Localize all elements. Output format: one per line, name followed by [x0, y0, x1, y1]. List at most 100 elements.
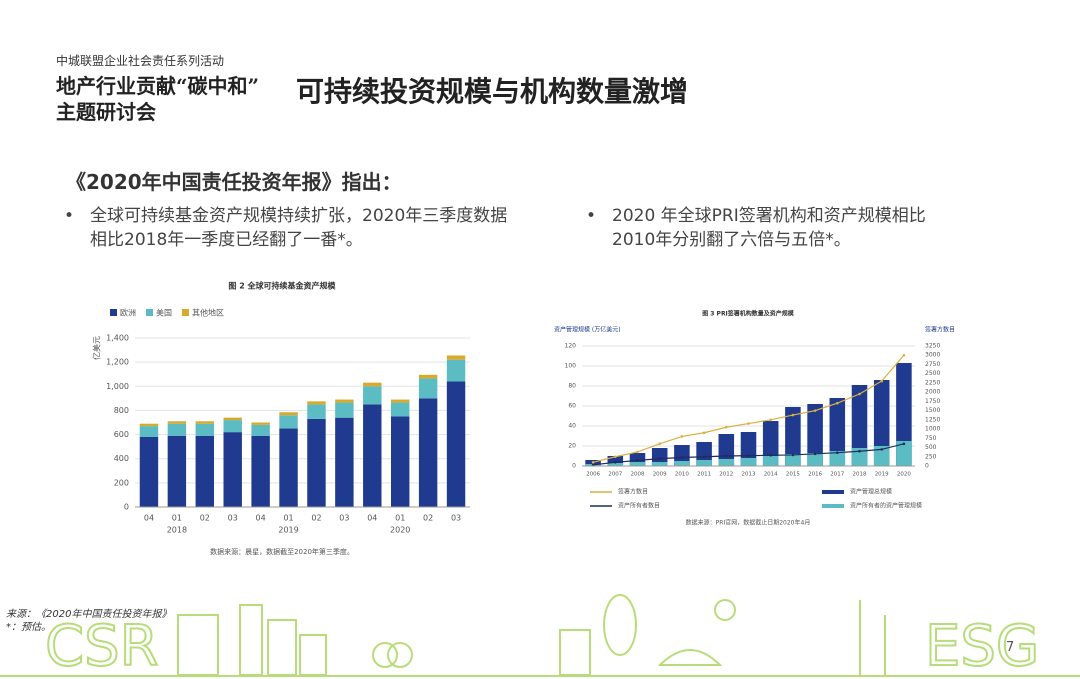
- y2-axis-label: 签署方数目: [925, 326, 955, 334]
- y2-tick-label: 2250: [925, 379, 940, 386]
- bullet: 2020 年全球PRI签署机构和资产规模相比2010年分别翻了六倍与五倍*。: [612, 206, 926, 250]
- bar: [195, 421, 215, 424]
- bar: [390, 416, 410, 507]
- bar: [139, 423, 159, 427]
- x-tick-label: 2010: [675, 472, 689, 478]
- decor: [0, 594, 1080, 677]
- point: [725, 425, 728, 429]
- x-tick-label: 04: [367, 514, 377, 523]
- point: [725, 454, 728, 458]
- x-group-label: 2020: [390, 526, 410, 535]
- bar: [718, 459, 735, 466]
- point: [858, 392, 861, 396]
- bar: [740, 432, 757, 466]
- bar: [363, 386, 382, 405]
- bar: [363, 382, 382, 387]
- y-tick-label: 120: [565, 343, 577, 350]
- bullet-dot: •: [64, 206, 75, 226]
- point: [680, 435, 684, 438]
- x-tick-label: 2007: [608, 472, 622, 478]
- x-tick-label: 2020: [897, 472, 911, 478]
- bar: [363, 404, 382, 507]
- y-tick-label: 1,200: [106, 358, 129, 367]
- y2-tick-label: 2750: [925, 361, 940, 368]
- x-tick-label: 04: [256, 514, 266, 523]
- y-axis-label: 资产管理规模 (万亿美元): [554, 326, 621, 334]
- bar: [607, 456, 624, 466]
- point: [747, 454, 750, 457]
- y-tick-label: 600: [114, 430, 129, 439]
- point: [813, 409, 817, 412]
- bar: [762, 456, 779, 466]
- point: [614, 461, 617, 464]
- org: 中城联盟企业社会责任系列活动: [56, 54, 225, 68]
- point: [658, 442, 661, 446]
- bar: [335, 399, 354, 403]
- bar: [629, 462, 646, 466]
- point: [614, 455, 617, 459]
- legend-swatch: [182, 309, 189, 316]
- x-tick-label: 03: [451, 514, 461, 523]
- bar: [390, 399, 410, 403]
- y2-tick-label: 1000: [925, 426, 940, 433]
- y2-tick-label: 500: [925, 444, 937, 451]
- point: [658, 457, 661, 460]
- x-tick-label: 2009: [653, 472, 667, 478]
- bar: [390, 402, 410, 417]
- bar: [873, 446, 890, 466]
- decor-text: CSR: [45, 614, 159, 679]
- event: 主题研讨会: [56, 100, 156, 124]
- y-tick-label: 0: [572, 463, 576, 470]
- legend-swatch: [146, 309, 153, 316]
- legend-label: 签署方数目: [618, 488, 648, 496]
- bar: [335, 402, 354, 418]
- chart-title: 图 2 全球可持续基金资产规模: [228, 281, 336, 291]
- bar: [139, 436, 159, 507]
- x-tick-label: 03: [339, 514, 349, 523]
- bar: [195, 435, 215, 507]
- y2-tick-label: 1250: [925, 416, 940, 423]
- point: [769, 453, 772, 457]
- point: [702, 431, 706, 435]
- x-tick-label: 04: [144, 514, 154, 523]
- point: [880, 448, 883, 451]
- y-tick-label: 40: [568, 423, 576, 430]
- y-tick-label: 60: [568, 403, 576, 410]
- x-tick-label: 2015: [786, 472, 800, 478]
- legend-label: 美国: [156, 308, 172, 318]
- legend-label: 资产所有者数目: [618, 502, 660, 510]
- point: [747, 422, 750, 425]
- source: 数据来源：PRI官网，数据截止日期2020年4月: [686, 519, 811, 527]
- bar: [279, 412, 298, 416]
- bar: [307, 404, 326, 419]
- bar: [446, 359, 466, 382]
- bar: [873, 380, 890, 466]
- bar: [607, 463, 624, 466]
- bar: [896, 441, 912, 466]
- y2-tick-label: 250: [925, 453, 937, 460]
- y-tick-label: 20: [568, 443, 576, 450]
- y-tick-label: 1,400: [106, 334, 129, 343]
- bar: [167, 423, 187, 436]
- point: [836, 451, 839, 455]
- bar: [307, 401, 326, 405]
- x-tick-label: 2018: [853, 472, 867, 478]
- footnote: *：预估。: [6, 622, 51, 633]
- legend-label: 资产所有者的资产管理规模: [850, 502, 922, 510]
- y-tick-label: 400: [114, 454, 129, 463]
- x-tick-label: 03: [228, 514, 238, 523]
- bar: [651, 462, 668, 466]
- y-tick-label: 200: [114, 478, 129, 487]
- event: 地产行业贡献“碳中和”: [56, 74, 260, 98]
- x-tick-label: 2012: [719, 472, 733, 478]
- bar: [251, 422, 270, 425]
- point: [791, 453, 795, 457]
- x-tick-label: 2006: [586, 472, 600, 478]
- x-tick-label: 2008: [631, 472, 645, 478]
- bar: [418, 374, 438, 379]
- point: [769, 418, 772, 422]
- point: [858, 449, 861, 453]
- bar: [195, 423, 215, 436]
- y2-tick-label: 0: [925, 463, 929, 470]
